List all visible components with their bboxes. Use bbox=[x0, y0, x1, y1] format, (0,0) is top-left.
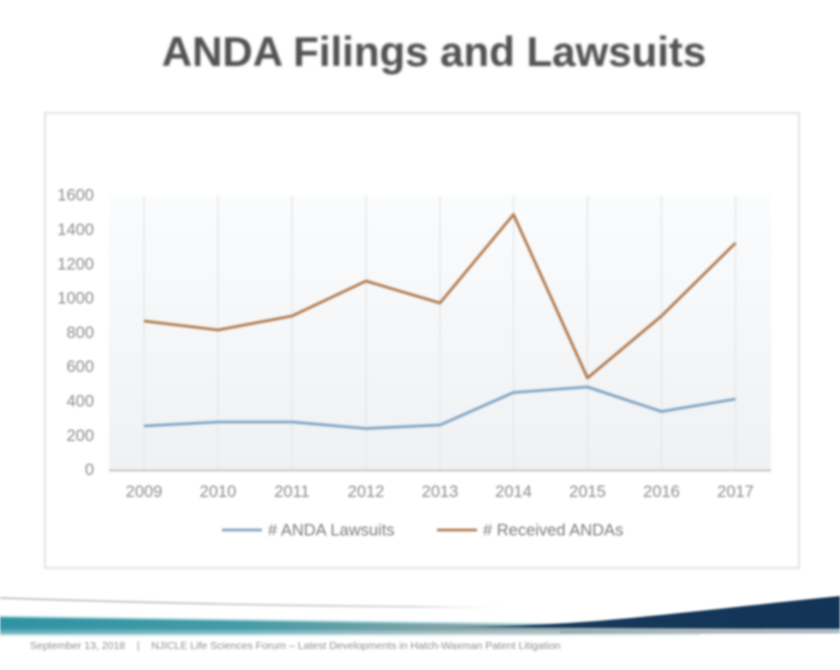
svg-text:2013: 2013 bbox=[422, 483, 459, 501]
svg-text:1200: 1200 bbox=[57, 255, 94, 273]
svg-text:2016: 2016 bbox=[643, 483, 680, 501]
svg-text:2009: 2009 bbox=[126, 483, 163, 501]
svg-text:# Received ANDAs: # Received ANDAs bbox=[483, 522, 623, 540]
svg-text:2014: 2014 bbox=[495, 483, 532, 501]
svg-text:1400: 1400 bbox=[57, 221, 94, 239]
svg-text:600: 600 bbox=[66, 358, 94, 376]
svg-text:2015: 2015 bbox=[569, 483, 606, 501]
svg-text:0: 0 bbox=[85, 461, 94, 479]
svg-text:2010: 2010 bbox=[200, 483, 237, 501]
svg-text:400: 400 bbox=[66, 393, 94, 411]
svg-text:1000: 1000 bbox=[57, 290, 94, 308]
svg-text:2012: 2012 bbox=[348, 483, 385, 501]
svg-text:1600: 1600 bbox=[57, 187, 94, 205]
svg-text:# ANDA Lawsuits: # ANDA Lawsuits bbox=[268, 522, 395, 540]
svg-text:200: 200 bbox=[66, 427, 94, 445]
svg-text:800: 800 bbox=[66, 324, 94, 342]
svg-text:2017: 2017 bbox=[717, 483, 754, 501]
svg-text:2011: 2011 bbox=[274, 483, 309, 501]
